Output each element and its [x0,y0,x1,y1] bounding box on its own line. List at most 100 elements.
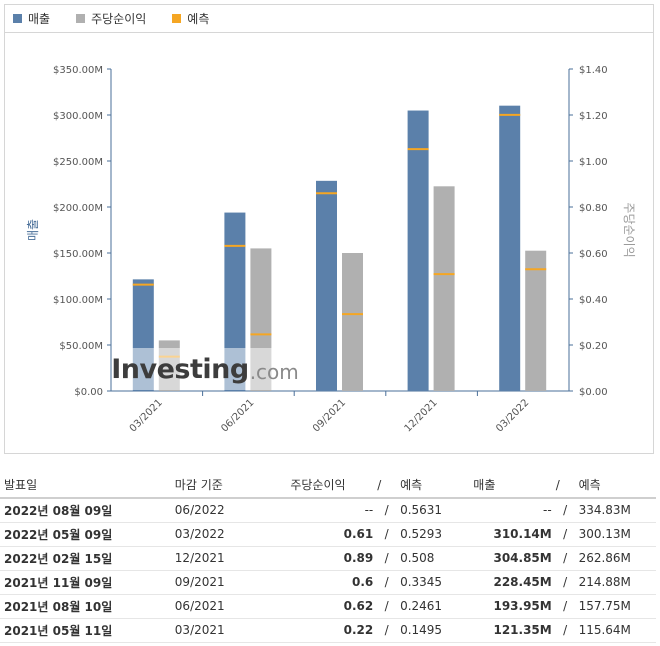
cell-period: 06/2021 [170,594,287,619]
y-tick-label-right: $0.60 [579,249,608,260]
cell-eps-forecast: 0.1495 [396,618,470,643]
y-tick-label-left: $350.00M [53,65,103,76]
cell-eps: 0.62 [286,594,378,619]
header-period[interactable]: 마감 기준 [170,472,287,499]
cell-slash: / [377,498,397,523]
table-row: 2022년 05월 09일 03/2022 0.61/0.5293 310.14M/3… [0,522,656,547]
header-slash: / [377,472,397,499]
cell-release-date: 2022년 05월 09일 [0,522,171,547]
x-tick-label: 12/2021 [403,397,440,434]
y-tick-label-right: $0.80 [579,203,608,214]
y-tick-label-right: $0.40 [579,295,608,306]
earnings-chart-panel: 매출 주당순이익 예측 $0.00 $0.00 $50.00M $0.20 $100.0… [4,4,654,454]
cell-eps-forecast: 0.3345 [396,570,470,595]
table-header-row: 발표일 마감 기준 주당순이익 / 예측 매출 / 예측 [0,472,656,499]
cell-slash: / [555,594,575,619]
table-row: 2021년 05월 11일 03/2021 0.22/0.1495 121.35M/1… [0,618,656,643]
cell-slash: / [377,618,397,643]
cell-release-date: 2021년 08월 10일 [0,594,171,619]
legend-swatch-forecast [172,14,182,23]
legend-item-forecast[interactable]: 예측 [172,10,209,27]
y-tick-label-right: $1.40 [579,65,608,76]
cell-slash: / [555,570,575,595]
cell-period: 03/2022 [170,522,287,547]
header-eps[interactable]: 주당순이익 [286,472,378,499]
watermark-main: Investing [111,353,249,385]
cell-revenue-forecast: 214.88M [574,570,656,595]
cell-period: 09/2021 [170,570,287,595]
investing-watermark: Investing .com [111,348,299,390]
legend-label-forecast: 예측 [187,12,210,26]
y-tick-label-left: $150.00M [53,249,103,260]
cell-slash: / [377,522,397,547]
cell-eps-forecast: 0.5631 [396,498,470,523]
cell-revenue-forecast: 300.13M [574,522,656,547]
chart-legend: 매출 주당순이익 예측 [5,5,653,33]
bar-revenue [316,180,337,391]
cell-revenue-forecast: 334.83M [574,498,656,523]
bar-eps [525,250,547,391]
table-row: 2021년 11월 09일 09/2021 0.6/0.3345 228.45M/21… [0,570,656,595]
legend-swatch-revenue [13,14,22,23]
cell-slash: / [377,570,397,595]
bar-eps [342,253,363,391]
y-tick-label-left: $300.00M [53,111,103,122]
cell-revenue: 121.35M [469,618,556,643]
y-axis-title-right: 주당순이익 [622,202,636,257]
header-eps-forecast[interactable]: 예측 [396,472,470,499]
cell-release-date: 2021년 11월 09일 [0,570,171,595]
cell-revenue: 310.14M [469,522,556,547]
header-revenue-forecast[interactable]: 예측 [574,472,656,499]
cell-eps: 0.22 [286,618,378,643]
cell-period: 12/2021 [170,546,287,571]
y-tick-label-right: $0.00 [579,387,608,398]
y-tick-label-left: $0.00 [74,387,103,398]
cell-eps: -- [286,498,378,523]
cell-eps-forecast: 0.5293 [396,522,470,547]
legend-label-revenue: 매출 [28,12,51,26]
legend-item-revenue[interactable]: 매출 [13,10,50,27]
cell-period: 03/2021 [170,618,287,643]
cell-slash: / [555,522,575,547]
cell-revenue: 193.95M [469,594,556,619]
cell-slash: / [377,546,397,571]
y-tick-label-left: $100.00M [53,295,103,306]
cell-slash: / [555,618,575,643]
y-tick-label-left: $50.00M [59,341,103,352]
cell-eps: 0.89 [286,546,378,571]
y-tick-label-right: $1.20 [579,111,608,122]
watermark-sub: .com [249,359,299,384]
y-axis-title-left: 매출 [26,219,40,241]
chart-plot: $0.00 $0.00 $50.00M $0.20 $100.00M $0.40 $150.… [26,65,636,434]
x-tick-label: 03/2021 [128,397,165,434]
y-tick-label-right: $1.00 [579,157,608,168]
cell-revenue: 228.45M [469,570,556,595]
bar-revenue [224,212,246,391]
table-row: 2021년 08월 10일 06/2021 0.62/0.2461 193.95M/1… [0,594,656,619]
y-tick-label-left: $250.00M [53,157,103,168]
cell-revenue-forecast: 157.75M [574,594,656,619]
cell-release-date: 2021년 05월 11일 [0,618,171,643]
cell-eps: 0.6 [286,570,378,595]
cell-release-date: 2022년 08월 09일 [0,498,171,523]
cell-release-date: 2022년 02월 15일 [0,546,171,571]
bar-revenue [407,110,429,392]
x-tick-label: 09/2021 [311,397,348,434]
cell-eps-forecast: 0.2461 [396,594,470,619]
bar-eps [433,186,455,391]
earnings-table: 발표일 마감 기준 주당순이익 / 예측 매출 / 예측 2022년 08월 0… [0,472,656,643]
cell-revenue: 304.85M [469,546,556,571]
cell-eps-forecast: 0.508 [396,546,470,571]
cell-revenue: -- [469,498,556,523]
cell-slash: / [377,594,397,619]
cell-period: 06/2022 [170,498,287,523]
header-release-date[interactable]: 발표일 [0,472,171,499]
legend-item-eps[interactable]: 주당순이익 [76,10,146,27]
cell-eps: 0.61 [286,522,378,547]
cell-slash: / [555,546,575,571]
y-tick-label-left: $200.00M [53,203,103,214]
cell-revenue-forecast: 262.86M [574,546,656,571]
bar-revenue [499,105,521,391]
table-row: 2022년 08월 09일 06/2022 --/0.5631 --/334.83M [0,498,656,523]
header-revenue[interactable]: 매출 [469,472,556,499]
